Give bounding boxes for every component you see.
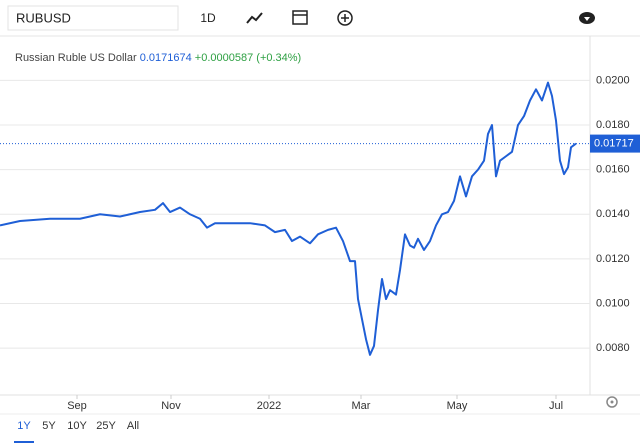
y-tick-label: 0.0160 (596, 164, 630, 176)
range-button[interactable]: 1Y (17, 420, 31, 432)
last-price: 0.0171674 (139, 52, 192, 64)
chart-type-icon[interactable] (246, 12, 263, 24)
last-price-box (590, 134, 640, 153)
symbol: RUBUSD (16, 10, 71, 25)
change-percent: (+0.34%) (256, 52, 302, 64)
x-tick-label: Jul (549, 400, 563, 412)
y-tick-label: 0.0200 (596, 74, 630, 86)
x-tick-label: Nov (161, 400, 181, 412)
x-tick-label: Sep (67, 400, 87, 412)
range-button[interactable]: 5Y (42, 420, 56, 432)
change: +0.0000587 (194, 52, 254, 64)
calendar-icon[interactable] (292, 10, 308, 25)
download-icon[interactable] (579, 12, 595, 24)
chart-title: Russian Ruble US Dollar (15, 52, 137, 64)
x-tick-label: 2022 (257, 400, 281, 412)
price-line (0, 81, 577, 356)
interval-button[interactable]: 1D (200, 11, 216, 25)
range-button[interactable]: 25Y (96, 420, 116, 432)
chart-header: Russian Ruble US Dollar 0.0171674 +0.000… (15, 52, 301, 64)
x-tick-label: Mar (352, 400, 371, 412)
compare-icon[interactable] (337, 10, 353, 26)
range-button[interactable]: 10Y (67, 420, 87, 432)
settings-icon[interactable] (606, 396, 618, 408)
y-tick-label: 0.0140 (596, 208, 630, 220)
x-tick-label: May (447, 400, 468, 412)
y-tick-label: 0.0120 (596, 253, 630, 265)
last-price-label: 0.01717 (594, 138, 634, 150)
symbol-input[interactable] (7, 5, 179, 31)
range-button[interactable]: All (127, 420, 139, 432)
y-tick-label: 0.0180 (596, 119, 630, 131)
y-tick-label: 0.0080 (596, 342, 630, 354)
y-tick-label: 0.0100 (596, 297, 630, 309)
